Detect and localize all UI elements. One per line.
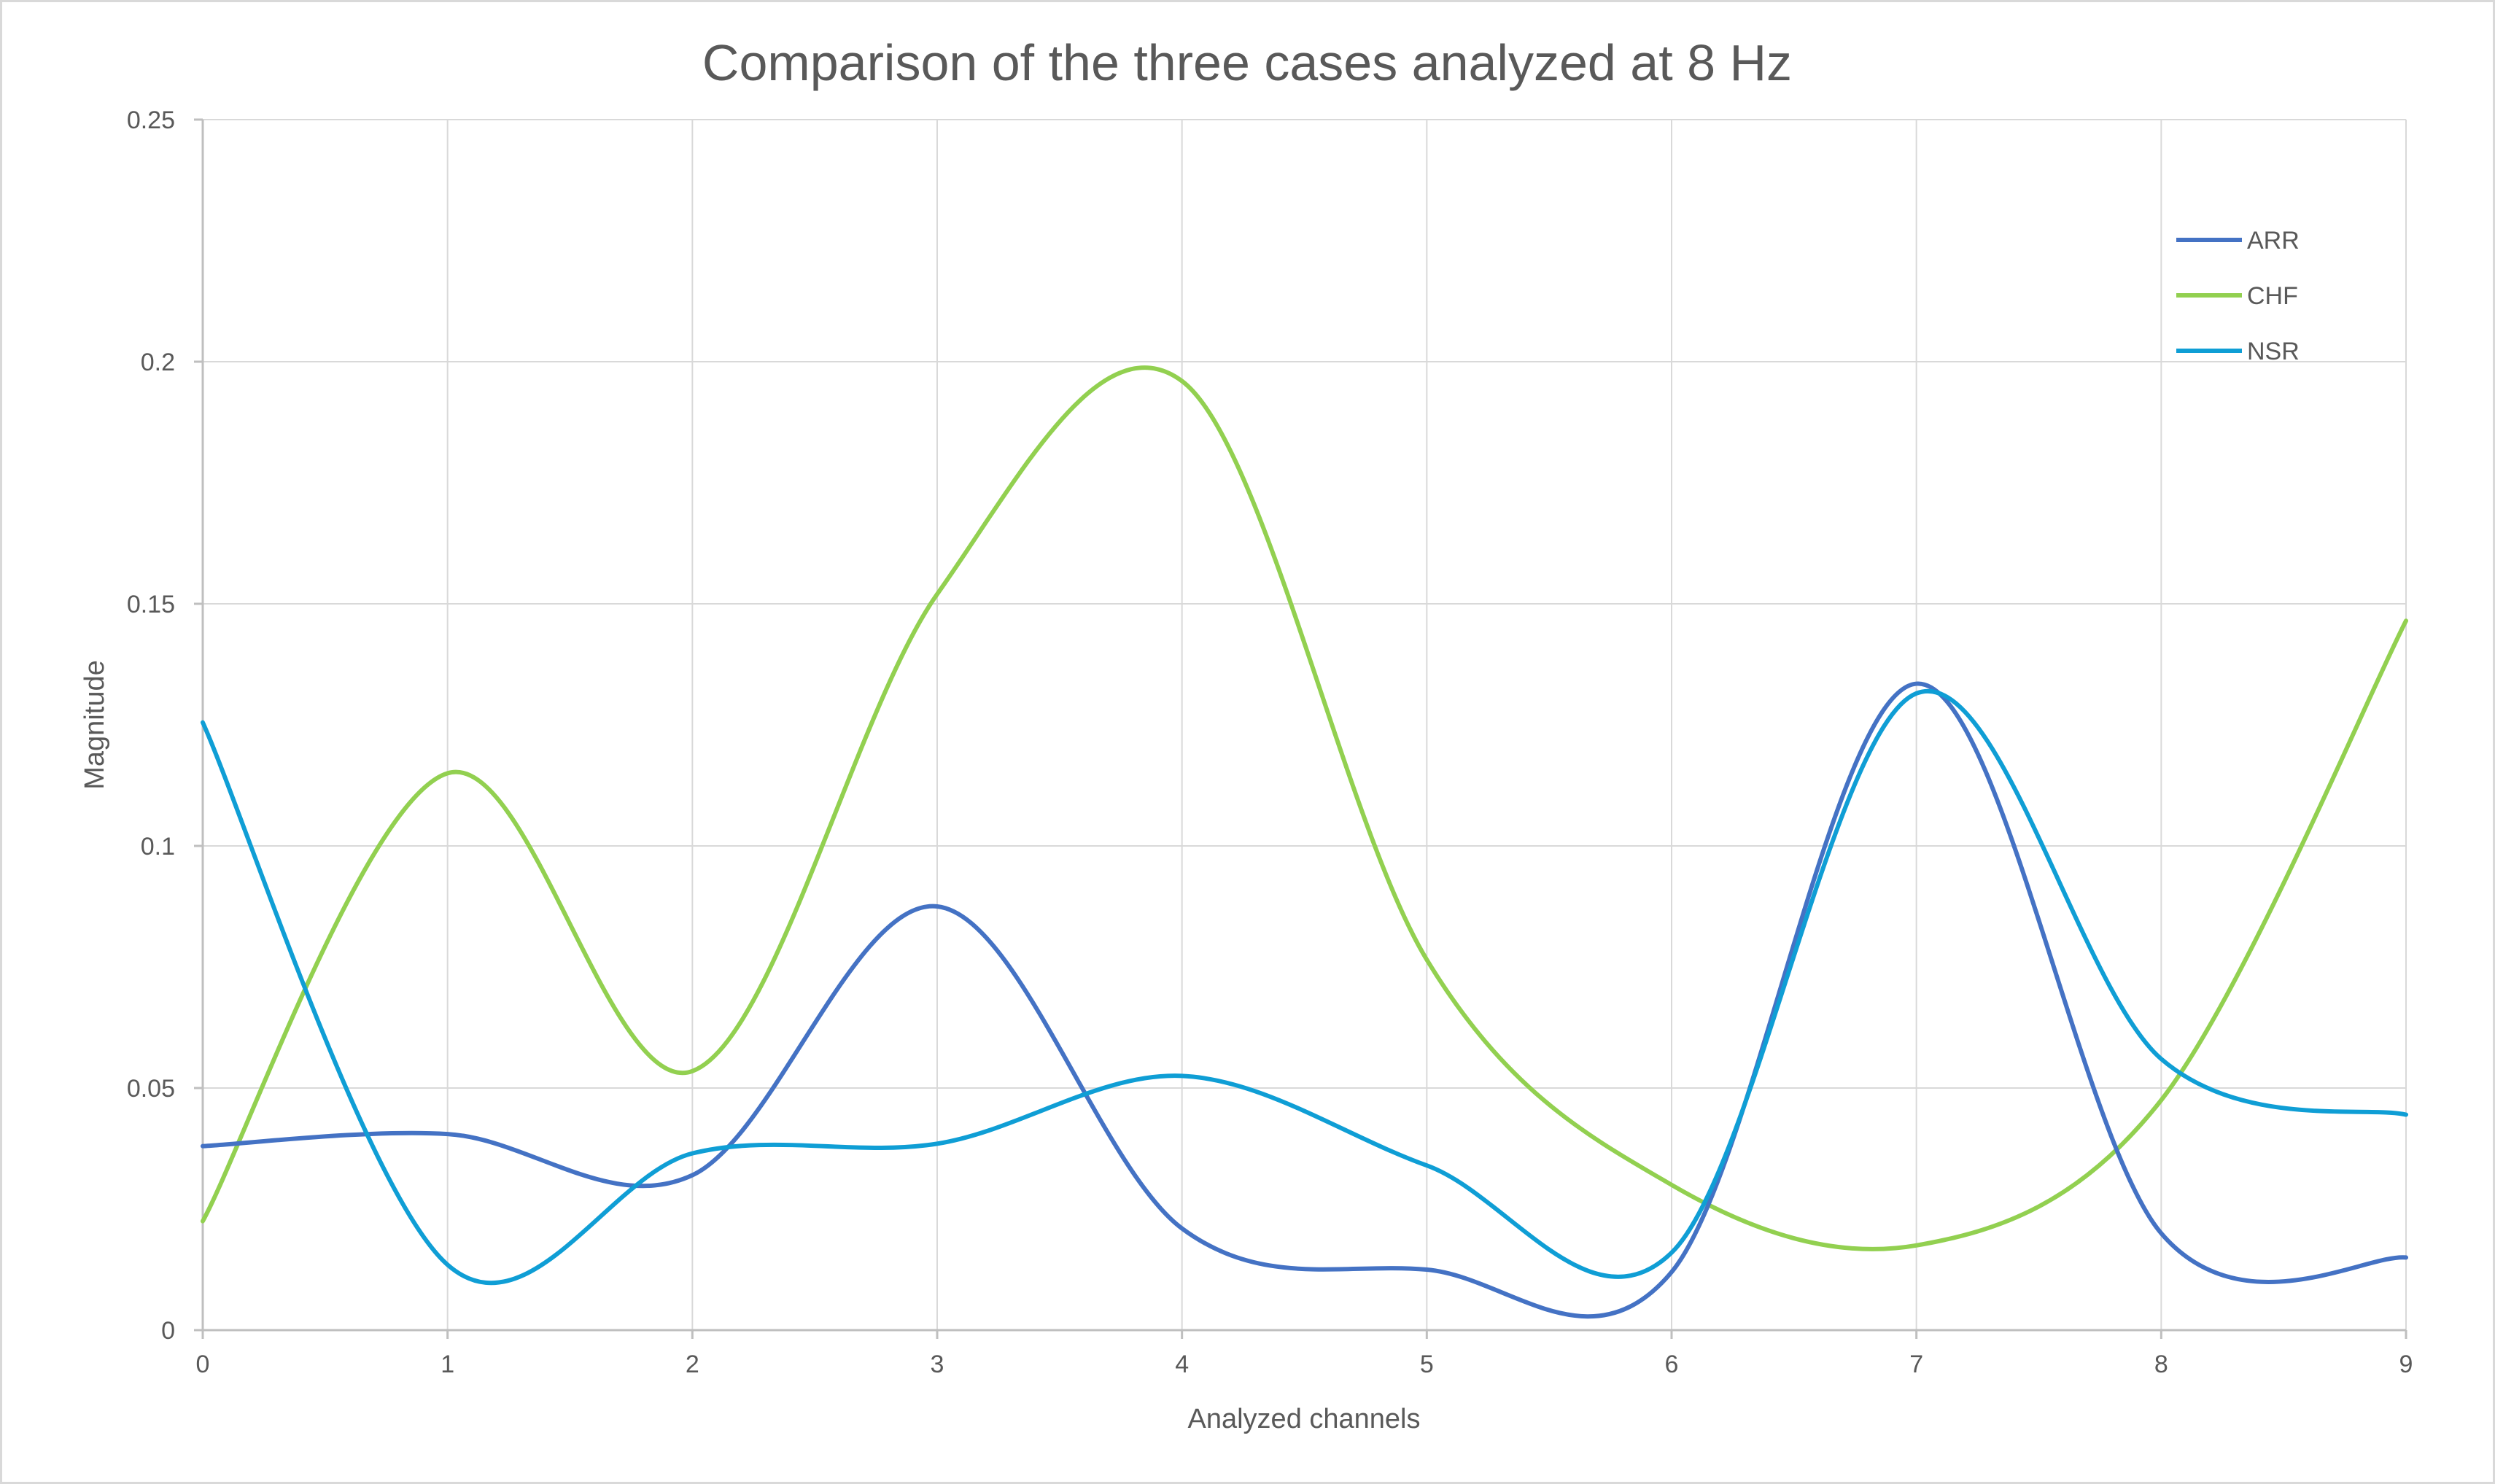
- y-axis-label: Magnitude: [79, 660, 110, 789]
- x-tick-label: 2: [686, 1351, 699, 1378]
- legend: ARR CHF NSR: [2176, 227, 2300, 365]
- series-line-arr: [201, 681, 2408, 1319]
- x-tick-label: 6: [1665, 1351, 1679, 1378]
- x-tick-label: 4: [1175, 1351, 1189, 1378]
- y-tick-label: 0: [161, 1317, 175, 1345]
- legend-label-nsr: NSR: [2247, 338, 2300, 365]
- series-line-nsr: [201, 688, 2408, 1286]
- gridlines: [203, 119, 2407, 1330]
- x-axis-label: Analyzed channels: [1188, 1404, 1421, 1434]
- x-tick-label: 1: [441, 1351, 454, 1378]
- x-tick-label: 3: [931, 1351, 944, 1378]
- x-tick-label: 8: [2154, 1351, 2168, 1378]
- y-tick-label: 0.2: [141, 349, 175, 376]
- y-tick-label: 0.05: [127, 1075, 175, 1103]
- x-tick-label: 9: [2399, 1351, 2413, 1378]
- legend-label-arr: ARR: [2247, 227, 2300, 255]
- y-tick-label: 0.15: [127, 591, 175, 618]
- y-tick-label: 0.25: [127, 106, 175, 134]
- series-lines: [201, 365, 2408, 1319]
- legend-label-chf: CHF: [2247, 282, 2298, 310]
- x-tick-label: 0: [196, 1351, 210, 1378]
- x-tick-label: 7: [1909, 1351, 1923, 1378]
- x-tick-label: 5: [1420, 1351, 1434, 1378]
- chart-title: Comparison of the three cases analyzed a…: [702, 34, 1792, 91]
- tick-labels: 0 1 2 3 4 5 6 7 8 9 0 0.05 0.1 0.15 0.2 0.25: [127, 106, 2413, 1378]
- series-line-chf: [201, 365, 2408, 1251]
- y-tick-label: 0.1: [141, 833, 175, 861]
